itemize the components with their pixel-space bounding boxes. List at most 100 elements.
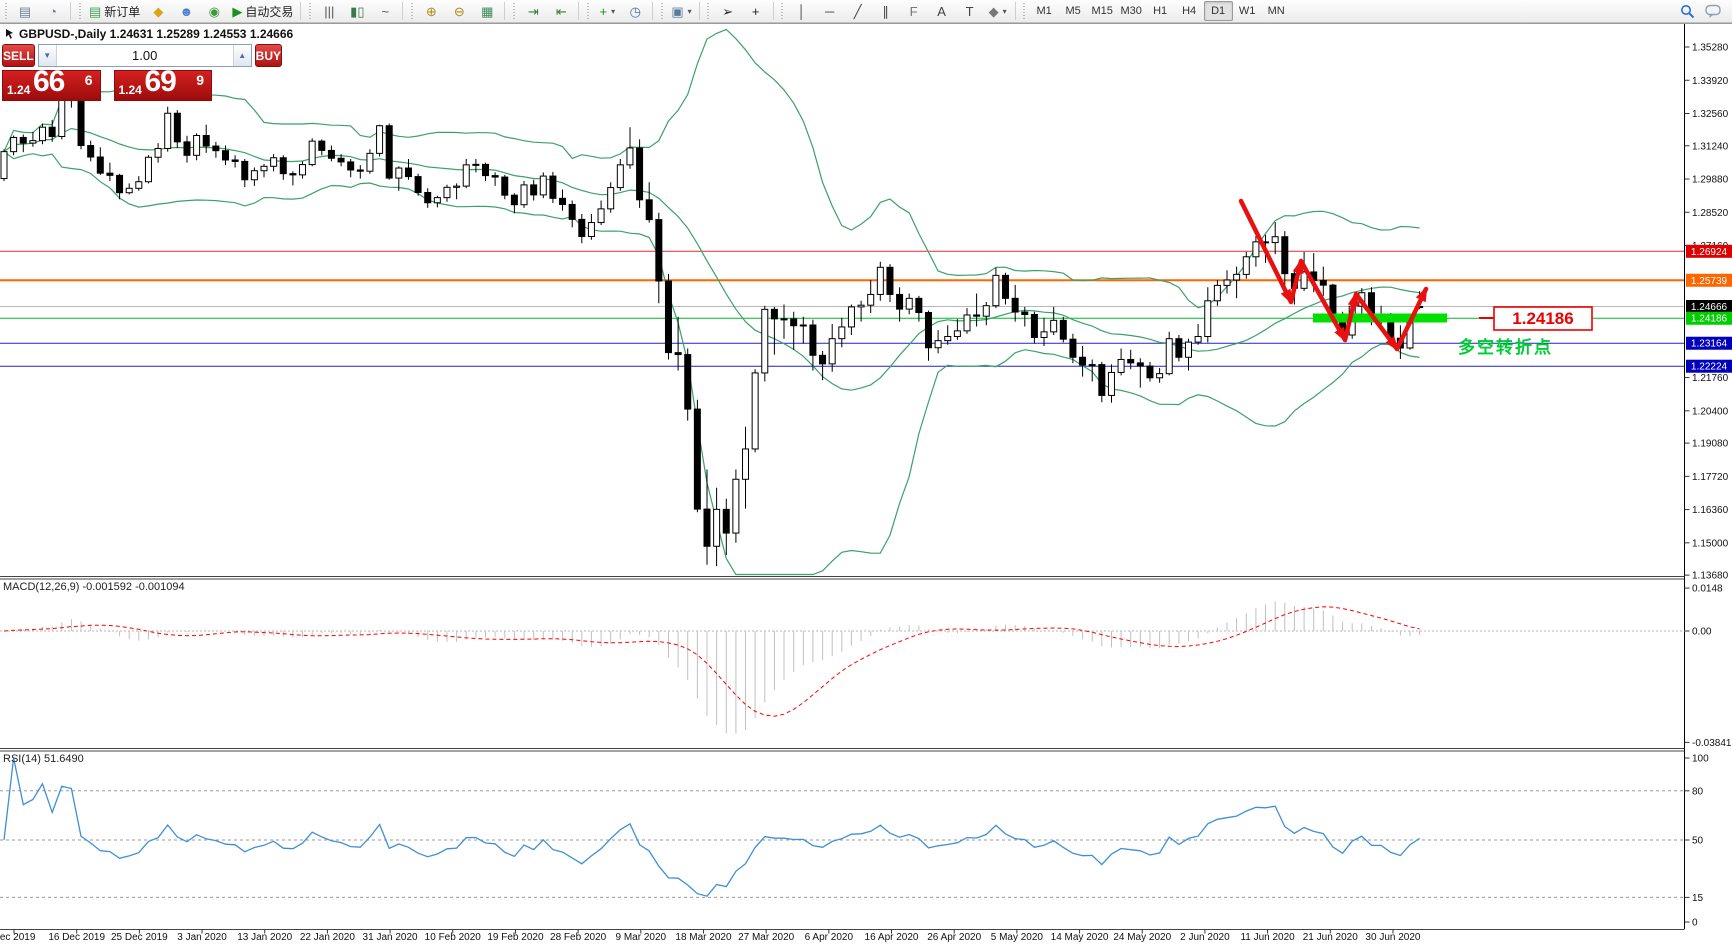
timeframe-m5[interactable]: M5 [1065,5,1081,17]
tile-windows-icon[interactable]: ▦ [473,0,501,22]
candle [1030,313,1038,338]
chart-shift-icon[interactable]: ⇤ [547,0,575,22]
toolbar-separator [1014,2,1016,20]
price-badge [1686,300,1732,314]
toolbar-grip [585,3,591,19]
add-indicator-icon[interactable]: + ▾ [593,0,621,22]
price-tick-label: 1.17720 [1692,472,1729,483]
chat-icon[interactable] [1705,4,1722,19]
buy-button[interactable]: BUY [254,44,283,67]
line-chart-icon[interactable]: ~ [371,0,399,22]
candle [279,157,287,175]
signals-icon[interactable]: ◉ [200,0,228,22]
auto-scroll-icon[interactable]: ⇥ [519,0,547,22]
date-label: 30 Jun 2020 [1365,932,1420,942]
buy-price-panel[interactable]: 1.24 69 9 [113,65,212,101]
candle [742,448,750,480]
vertical-line-icon[interactable]: │ [788,0,816,22]
candle [337,157,345,163]
bollinger-lower-band[interactable] [3,151,1420,576]
timeframe-h4[interactable]: H4 [1182,5,1197,17]
search-icon[interactable] [1680,4,1695,19]
candlestick-chart-icon: ▮▯ [350,3,365,19]
sell-button[interactable]: SELL [2,44,35,67]
bollinger-upper-band[interactable] [3,28,1420,309]
candle [819,354,827,365]
price-label-box[interactable] [1493,306,1593,331]
sell-price-panel[interactable]: 1.24 66 6 [2,65,101,101]
candle [838,326,846,340]
price-badge-text: 1.23164 [1691,339,1728,350]
rsi-tick-label: 0 [1692,918,1698,929]
candle [1319,279,1327,286]
chart-profiles-icon[interactable]: ◔ [39,0,67,22]
toolbar-separator [772,2,774,20]
candle [1021,311,1029,315]
support-zone[interactable] [1313,313,1447,323]
candle [587,222,595,237]
date-label: 24 May 2020 [1113,932,1171,942]
crosshair-icon[interactable]: + [742,0,770,22]
text-icon[interactable]: A [928,0,956,22]
candle [106,172,114,176]
zigzag-arrowhead [1280,288,1293,305]
candle [1156,373,1164,379]
timeframe-m30[interactable]: M30 [1120,5,1142,17]
candle [289,173,297,176]
shapes-icon[interactable]: ◆ ▾ [984,0,1012,22]
sell-price-sup: 6 [84,72,93,88]
candle [270,157,278,167]
bar-chart-icon[interactable]: ||| [315,0,343,22]
candle [924,312,932,349]
metaeditor-icon[interactable]: ◆ [144,0,172,22]
timeframe-h1[interactable]: H1 [1153,5,1168,17]
horizontal-line-icon[interactable]: ─ [816,0,844,22]
candle [1136,362,1144,367]
zoom-out-icon[interactable]: ⊖ [445,0,473,22]
timeframe-d1[interactable]: D1 [1203,1,1233,21]
date-label: 28 Feb 2020 [550,932,607,942]
candle [1079,356,1087,366]
volume-input[interactable] [56,45,233,66]
volume-increase-button[interactable]: ▲ [232,45,251,66]
timeframe-m15[interactable]: M15 [1091,5,1113,17]
volume-stepper: ▼ ▲ [37,44,252,67]
candle [539,175,547,196]
label-icon[interactable]: T [956,0,984,22]
main-toolbar: ▤ ◔ ▤ 新订单 ◆ ☻ ◉ ▶ 自动交易 ||| ▮▯ ~ ⊕ ⊖ ▦ ⇥ ⇤ + ▾ ◷ ▣ ▾ ➢ + │ ─ ╱ ∥ F A T ◆… [0,0,1732,23]
period-clock-icon[interactable]: ◷ [621,0,649,22]
one-click-trading-panel: SELL ▼ ▲ BUY 1.24 66 6 1.24 69 9 [2,44,283,101]
autotrading-icon[interactable]: ▶ 自动交易 [228,0,297,22]
vertical-line-icon: │ [797,3,806,19]
templates-icon[interactable]: ▣ ▾ [667,0,695,22]
candle [1117,358,1125,373]
date-label: 10 Feb 2020 [425,932,482,942]
volume-decrease-button[interactable]: ▼ [38,45,57,66]
timeframe-w1[interactable]: W1 [1238,5,1256,17]
community-icon: ☻ [179,3,194,19]
timeframe-mn[interactable]: MN [1267,5,1285,17]
candle [1040,331,1048,338]
bar-chart-icon: ||| [324,3,335,19]
trendline-icon[interactable]: ╱ [844,0,872,22]
community-icon[interactable]: ☻ [172,0,200,22]
macd-tick-label: 0.0148 [1692,584,1723,595]
sell-price-base: 1.24 [7,83,31,97]
candle [1271,236,1279,244]
candle [664,280,672,354]
new-chart-icon[interactable]: ▤ [11,0,39,22]
new-order-icon[interactable]: ▤ 新订单 [85,0,144,22]
candlestick-chart-icon[interactable]: ▮▯ [343,0,371,22]
price-tick-label: 1.19080 [1692,439,1729,450]
candle [241,160,249,181]
channel-icon[interactable]: ∥ [872,0,900,22]
bollinger-middle-band[interactable] [3,127,1420,391]
zoom-in-icon[interactable]: ⊕ [417,0,445,22]
rsi-tick-label: 50 [1692,836,1704,847]
candle [684,354,692,410]
candle [510,194,518,206]
cursor-icon[interactable]: ➢ [714,0,742,22]
timeframe-m1[interactable]: M1 [1036,5,1052,17]
fibonacci-icon[interactable]: F [900,0,928,22]
